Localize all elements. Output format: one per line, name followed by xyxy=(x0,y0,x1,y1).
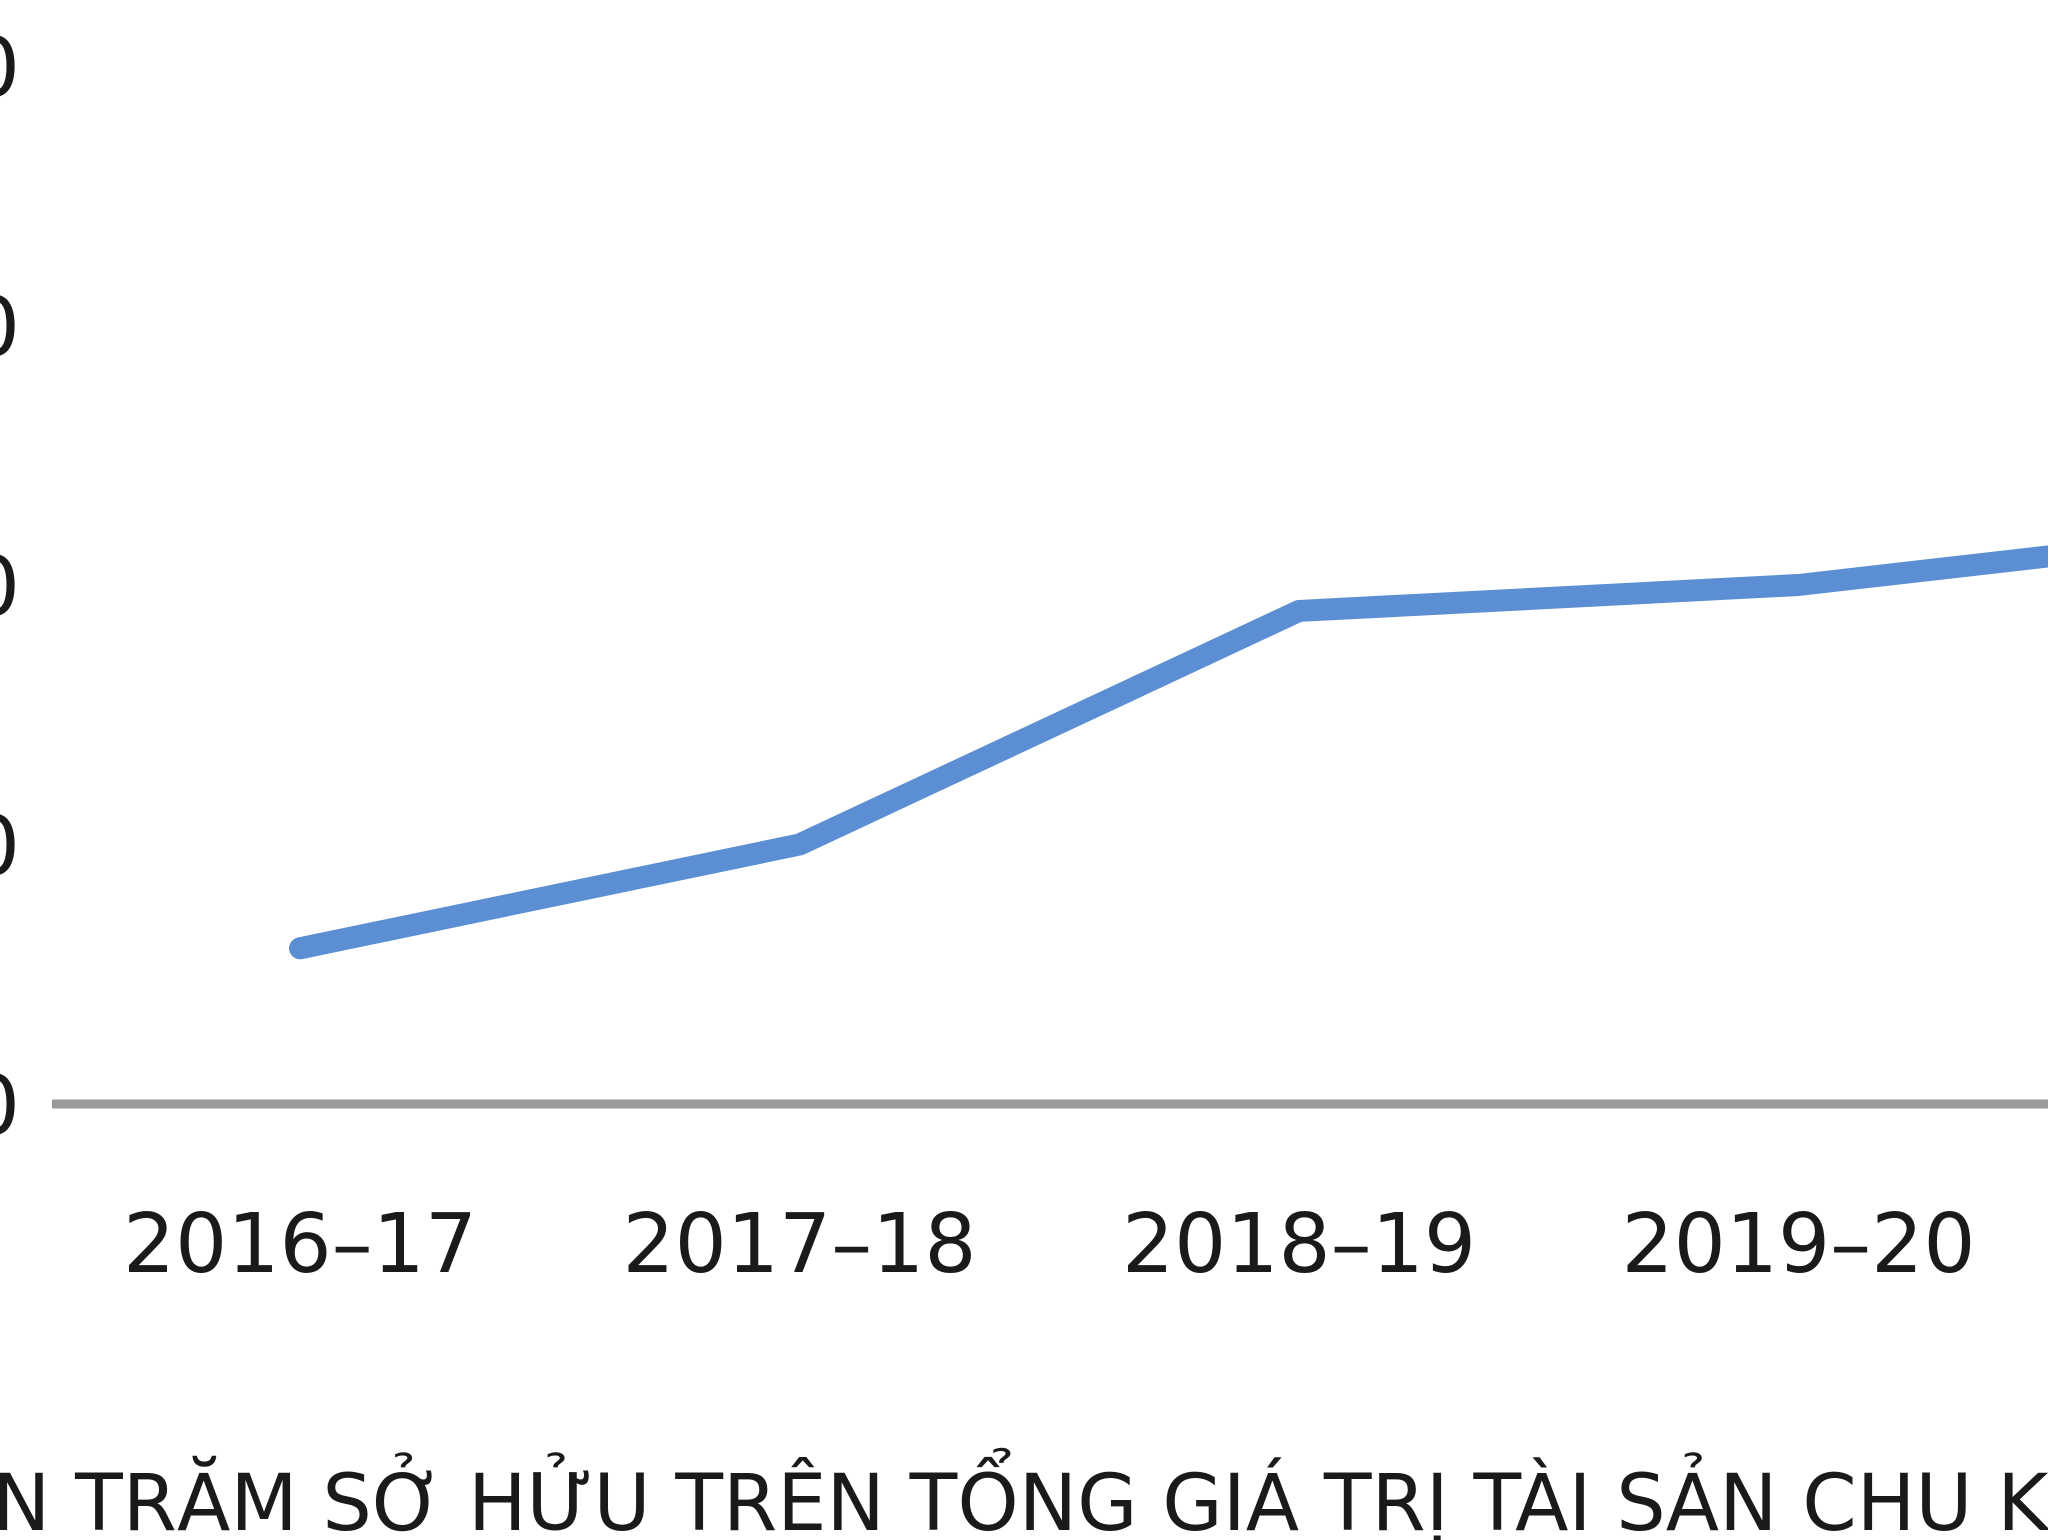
y-tick-label: 0 xyxy=(0,1059,20,1154)
chart-caption: N TRĂM SỞ HỬU TRÊN TỔNG GIÁ TRỊ TÀI SẢN … xyxy=(0,1447,2048,1540)
x-tick-label: 2016–17 xyxy=(123,1197,477,1292)
y-tick-label: 0 xyxy=(0,281,20,376)
y-tick-label: 0 xyxy=(0,800,20,895)
series-line xyxy=(289,545,2048,960)
x-tick-label: 2018–19 xyxy=(1122,1197,1476,1292)
x-tick-label: 2017–18 xyxy=(622,1197,976,1292)
y-axis-labels: 0 0 0 0 0 xyxy=(0,21,20,1154)
y-tick-label: 0 xyxy=(0,540,20,635)
x-tick-label: 2019–20 xyxy=(1621,1197,1975,1292)
series-layer xyxy=(289,545,2048,960)
y-tick-label: 0 xyxy=(0,21,20,116)
x-axis-labels: 2016–17 2017–18 2018–19 2019–20 xyxy=(123,1197,1976,1292)
